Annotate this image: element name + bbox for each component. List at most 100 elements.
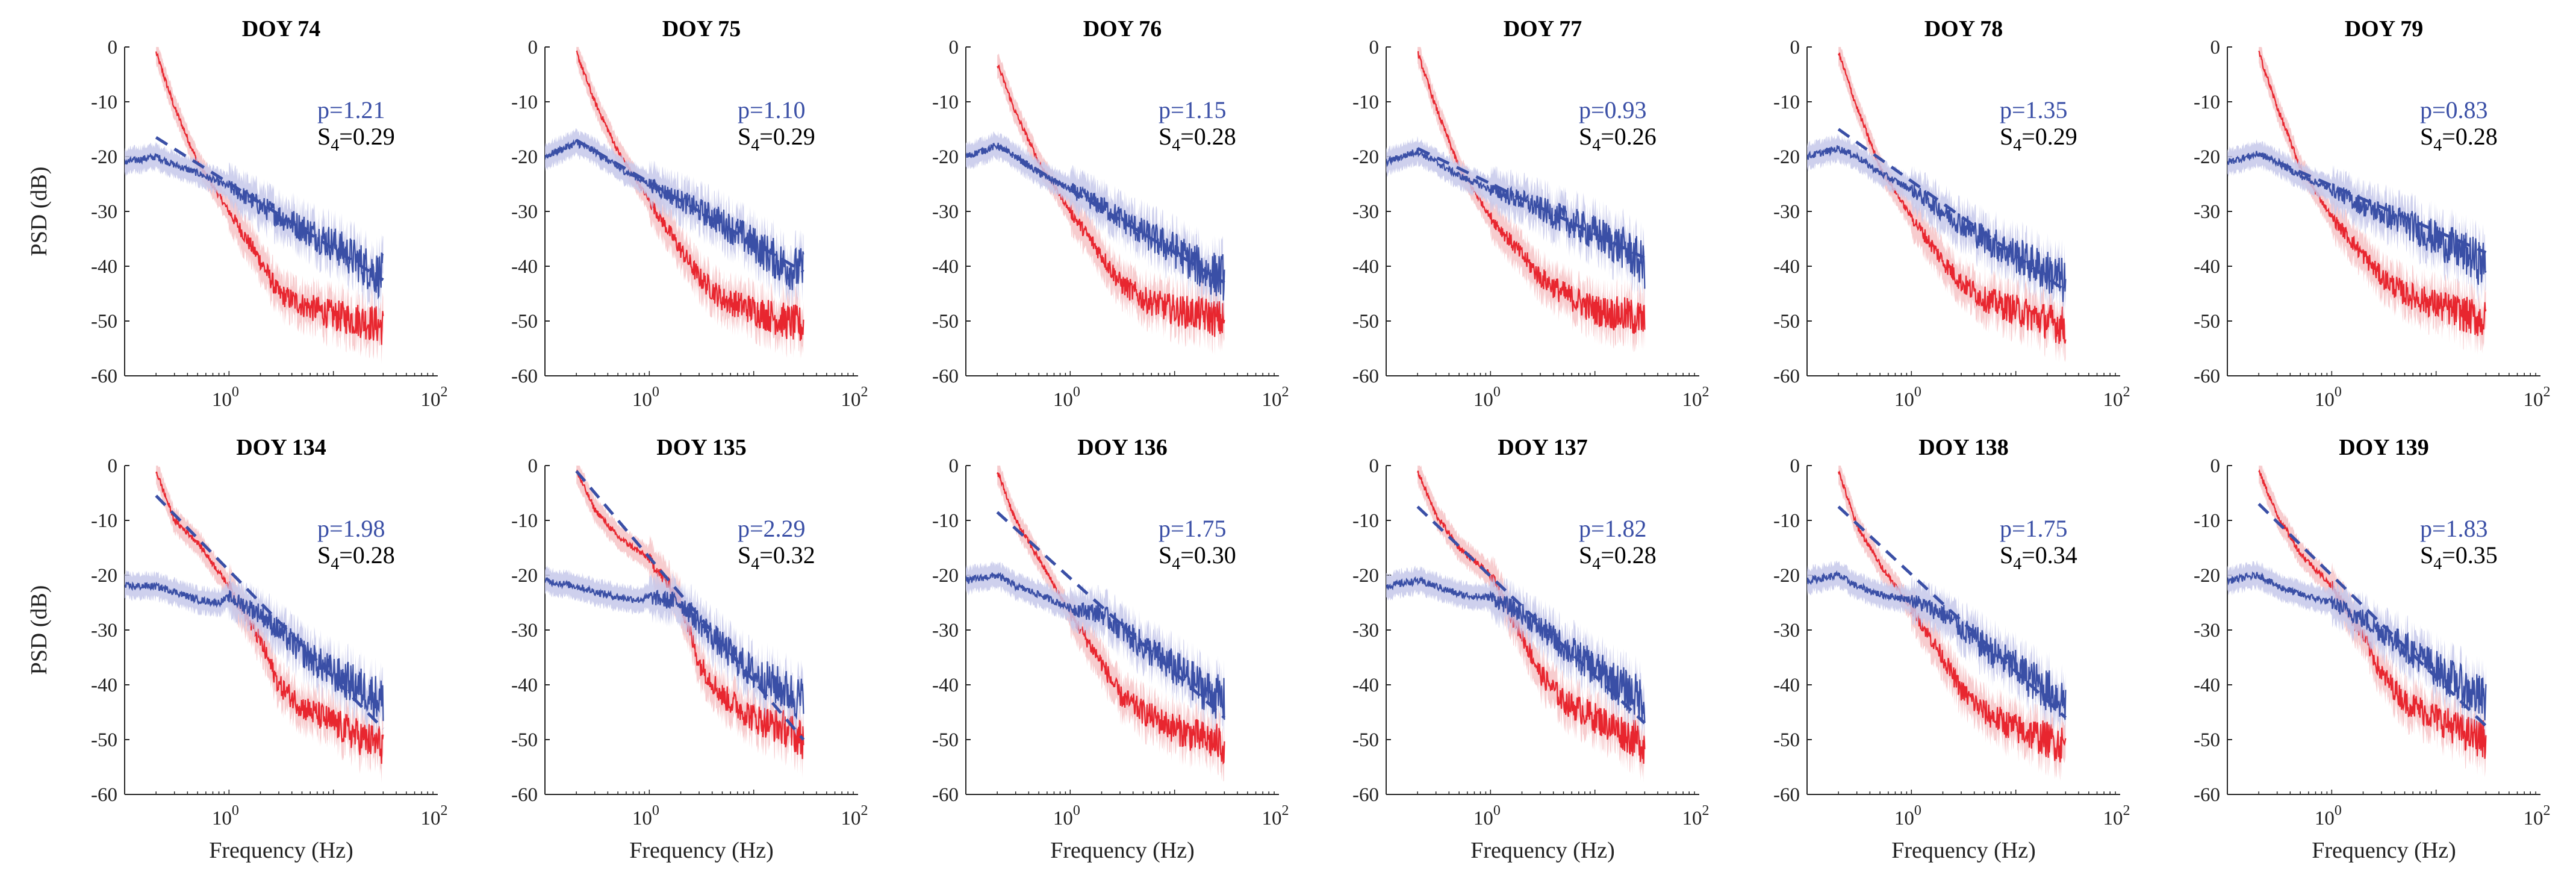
y-tick-label: -60 bbox=[932, 366, 959, 387]
y-tick-label: 0 bbox=[108, 37, 118, 58]
y-tick-label: -50 bbox=[91, 311, 117, 332]
plot-area bbox=[545, 466, 805, 778]
y-tick-label: -40 bbox=[1773, 256, 1800, 278]
y-tick-label: 0 bbox=[949, 37, 959, 58]
y-tick-label: -10 bbox=[1352, 510, 1379, 532]
y-tick-label: -10 bbox=[2194, 92, 2220, 113]
blue-series-line bbox=[2227, 571, 2487, 721]
x-tick-label: 102 bbox=[2103, 384, 2130, 411]
x-tick-label: 102 bbox=[1262, 803, 1289, 829]
y-tick-label: -10 bbox=[91, 92, 117, 113]
y-tick-label: 0 bbox=[1790, 37, 1800, 58]
red-series-confidence-band bbox=[1838, 466, 2066, 781]
s4-symbol: S bbox=[738, 123, 751, 150]
x-tick-exponent: 2 bbox=[2123, 384, 2130, 400]
s4-label: S4=0.32 bbox=[738, 541, 815, 573]
y-tick-label: -30 bbox=[1352, 620, 1379, 641]
fit-dashed-line bbox=[996, 144, 1225, 284]
y-tick-label: -20 bbox=[511, 146, 538, 168]
y-tick-label: -20 bbox=[2194, 565, 2220, 587]
y-tick-label: -40 bbox=[1773, 675, 1800, 696]
x-tick-label: 100 bbox=[2315, 384, 2342, 411]
p-value-label: p=2.29 bbox=[738, 515, 806, 542]
x-tick-exponent: 2 bbox=[861, 384, 868, 400]
s4-value: =0.29 bbox=[759, 123, 815, 150]
y-tick-label: -20 bbox=[1773, 146, 1800, 168]
s4-subscript: 4 bbox=[2433, 136, 2442, 155]
y-tick-label: -40 bbox=[2194, 256, 2220, 278]
s4-label: S4=0.29 bbox=[317, 123, 395, 155]
x-tick-exponent: 2 bbox=[861, 803, 868, 819]
y-axis-label: PSD (dB) bbox=[26, 585, 52, 675]
s4-value: =0.32 bbox=[759, 541, 815, 569]
x-tick-exponent: 2 bbox=[1702, 384, 1710, 400]
panel-title: DOY 134 bbox=[236, 435, 326, 460]
plot-area bbox=[125, 47, 384, 364]
s4-value: =0.34 bbox=[2021, 541, 2077, 569]
x-tick-base: 10 bbox=[1473, 389, 1493, 411]
blue-series-line bbox=[1386, 148, 1646, 289]
s4-symbol: S bbox=[1159, 123, 1172, 150]
x-axis-label: Frequency (Hz) bbox=[1470, 838, 1615, 863]
y-tick-label: -30 bbox=[511, 620, 538, 641]
s4-value: =0.26 bbox=[1601, 123, 1657, 150]
plot-area bbox=[1386, 466, 1646, 782]
s4-value: =0.28 bbox=[1180, 123, 1236, 150]
x-tick-label: 100 bbox=[212, 803, 239, 829]
x-tick-label: 102 bbox=[841, 384, 868, 411]
s4-label: S4=0.29 bbox=[738, 123, 815, 155]
blue-series-line bbox=[1807, 570, 2067, 720]
panel-title: DOY 137 bbox=[1498, 435, 1588, 460]
x-axis-label: Frequency (Hz) bbox=[1050, 838, 1195, 863]
y-tick-label: -40 bbox=[932, 256, 959, 278]
y-tick-label: -50 bbox=[932, 729, 959, 751]
y-tick-label: -50 bbox=[932, 311, 959, 332]
x-tick-exponent: 0 bbox=[1493, 384, 1501, 400]
x-tick-base: 10 bbox=[421, 389, 441, 411]
red-series-line bbox=[576, 50, 804, 341]
y-tick-label: -30 bbox=[2194, 620, 2220, 641]
y-tick-label: -60 bbox=[2194, 784, 2220, 806]
s4-label: S4=0.26 bbox=[1579, 123, 1657, 155]
x-tick-exponent: 0 bbox=[2335, 384, 2342, 400]
y-tick-label: -60 bbox=[1773, 784, 1800, 806]
y-tick-label: -60 bbox=[511, 784, 538, 806]
y-tick-label: -20 bbox=[1773, 565, 1800, 587]
x-tick-label: 102 bbox=[841, 803, 868, 829]
panel-title: DOY 76 bbox=[1083, 16, 1162, 42]
x-axis-label: Frequency (Hz) bbox=[2312, 838, 2456, 863]
p-value-label: p=1.75 bbox=[1159, 515, 1227, 542]
x-tick-label: 102 bbox=[2103, 803, 2130, 829]
x-tick-exponent: 2 bbox=[441, 384, 448, 400]
blue-series-line bbox=[1807, 145, 2067, 302]
x-tick-base: 10 bbox=[212, 389, 232, 411]
y-tick-label: -20 bbox=[511, 565, 538, 587]
y-tick-label: -10 bbox=[1773, 510, 1800, 532]
x-tick-base: 10 bbox=[212, 808, 232, 829]
fit-dashed-line bbox=[2258, 152, 2487, 254]
plot-area bbox=[966, 54, 1225, 356]
x-tick-base: 10 bbox=[2524, 808, 2543, 829]
y-tick-label: -10 bbox=[1773, 92, 1800, 113]
red-series-line bbox=[576, 469, 804, 760]
x-tick-base: 10 bbox=[1053, 808, 1073, 829]
red-series-confidence-band bbox=[1838, 47, 2066, 363]
x-tick-base: 10 bbox=[1682, 808, 1702, 829]
x-tick-exponent: 2 bbox=[441, 803, 448, 819]
y-tick-label: -30 bbox=[2194, 201, 2220, 223]
p-value-label: p=1.75 bbox=[2000, 515, 2068, 542]
x-tick-exponent: 0 bbox=[652, 803, 659, 819]
x-tick-base: 10 bbox=[841, 389, 861, 411]
y-tick-label: -60 bbox=[91, 366, 117, 387]
x-tick-exponent: 2 bbox=[1282, 384, 1289, 400]
y-tick-label: -60 bbox=[2194, 366, 2220, 387]
y-tick-label: -60 bbox=[1773, 366, 1800, 387]
panel-title: DOY 74 bbox=[242, 16, 321, 42]
s4-symbol: S bbox=[2420, 123, 2433, 150]
y-tick-label: -60 bbox=[1352, 366, 1379, 387]
s4-label: S4=0.35 bbox=[2420, 541, 2498, 573]
y-tick-label: -30 bbox=[932, 201, 959, 223]
p-value-label: p=1.82 bbox=[1579, 515, 1647, 542]
